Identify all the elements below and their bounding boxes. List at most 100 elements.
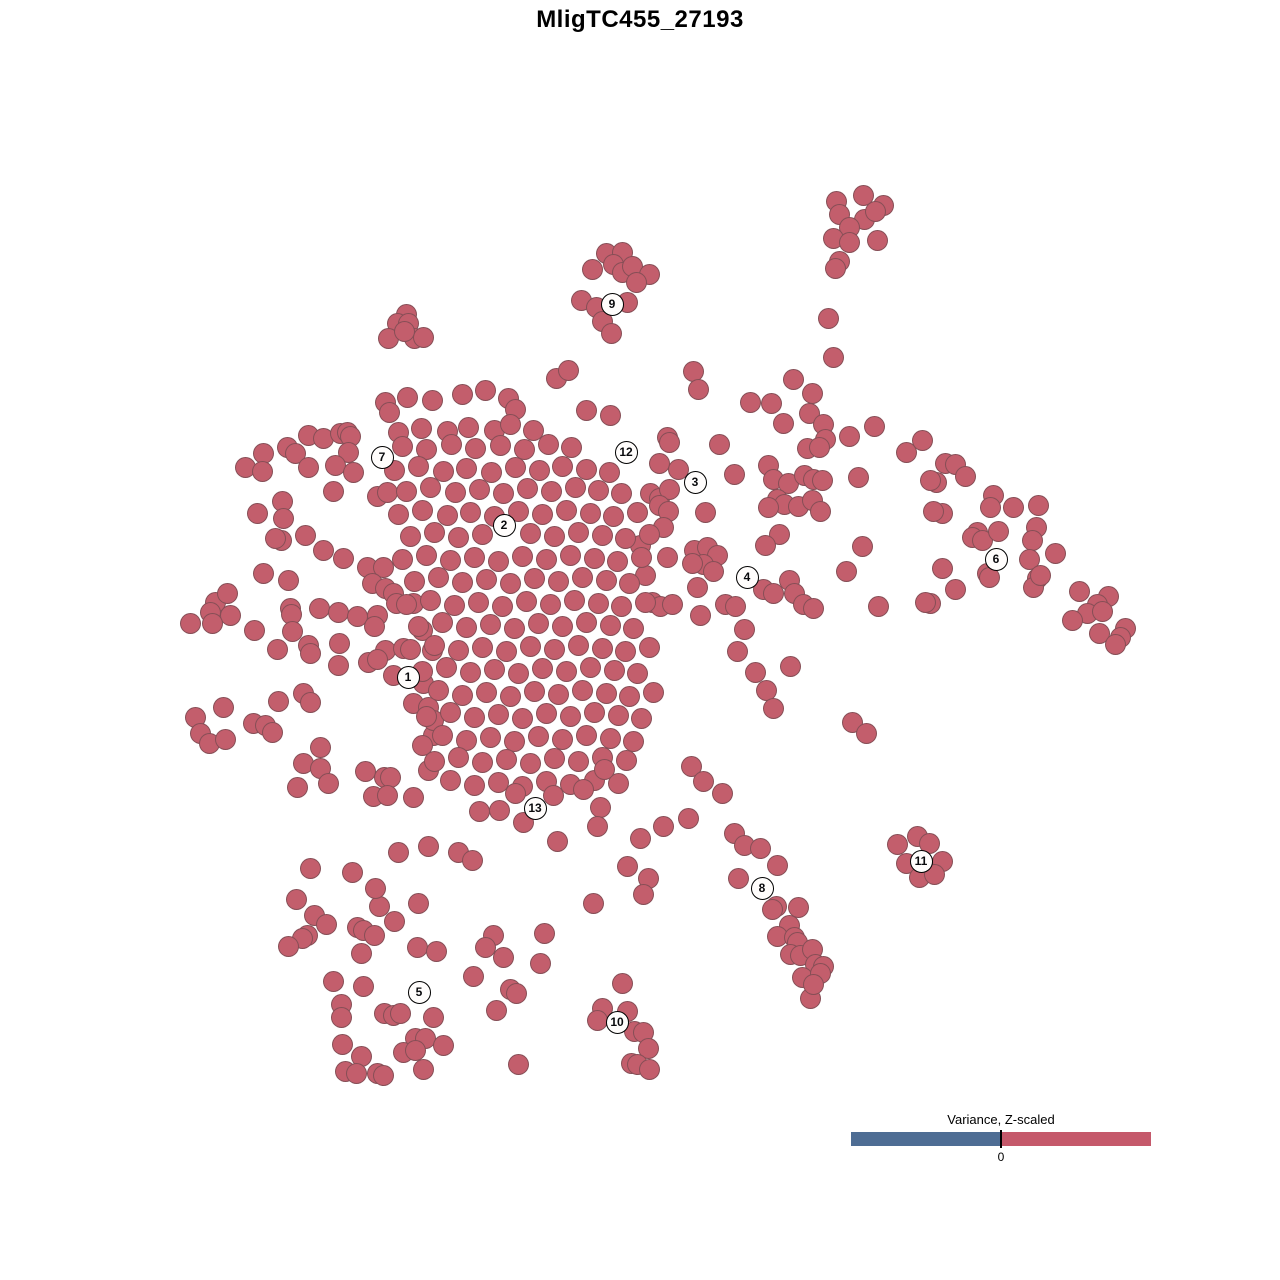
data-point xyxy=(542,784,564,806)
data-point xyxy=(427,566,449,588)
data-point xyxy=(555,499,577,521)
data-point xyxy=(404,1039,426,1061)
data-point xyxy=(399,638,421,660)
data-point xyxy=(637,1037,659,1059)
data-point xyxy=(535,548,557,570)
data-point xyxy=(515,590,537,612)
data-point xyxy=(838,231,860,253)
data-point xyxy=(447,526,469,548)
data-point xyxy=(407,892,429,914)
legend-colorbar-negative-segment xyxy=(851,1132,1001,1146)
data-point xyxy=(1027,494,1049,516)
data-point xyxy=(987,520,1009,542)
data-point xyxy=(475,568,497,590)
plot-title: MligTC455_27193 xyxy=(536,6,744,33)
data-point xyxy=(642,681,664,703)
data-point xyxy=(656,546,678,568)
data-point xyxy=(602,505,624,527)
data-point xyxy=(455,616,477,638)
data-point xyxy=(479,613,501,635)
data-point xyxy=(540,480,562,502)
data-point xyxy=(423,750,445,772)
legend-title: Variance, Z-scaled xyxy=(947,1112,1055,1127)
data-point xyxy=(439,701,461,723)
data-point xyxy=(944,578,966,600)
data-point xyxy=(499,572,521,594)
data-point xyxy=(855,722,877,744)
data-point xyxy=(407,615,429,637)
data-point xyxy=(432,460,454,482)
data-point xyxy=(1068,580,1090,602)
data-point xyxy=(579,656,601,678)
data-point xyxy=(761,898,783,920)
data-point xyxy=(389,1002,411,1024)
data-point xyxy=(599,614,621,636)
data-point xyxy=(919,469,941,491)
data-point xyxy=(387,841,409,863)
data-point xyxy=(587,479,609,501)
data-point xyxy=(513,438,535,460)
data-point xyxy=(317,772,339,794)
data-point xyxy=(564,476,586,498)
data-point xyxy=(419,476,441,498)
cluster-label-3: 3 xyxy=(683,470,707,494)
data-point xyxy=(372,556,394,578)
data-point xyxy=(299,642,321,664)
cluster-label-13: 13 xyxy=(523,796,547,820)
data-point xyxy=(586,815,608,837)
data-point xyxy=(391,548,413,570)
data-point xyxy=(586,1009,608,1031)
data-point xyxy=(483,658,505,680)
data-point xyxy=(261,721,283,743)
data-point xyxy=(391,435,413,457)
data-point xyxy=(308,597,330,619)
data-point xyxy=(341,861,363,883)
legend: Variance, Z-scaled 0 xyxy=(851,1112,1151,1164)
data-point xyxy=(523,680,545,702)
data-point xyxy=(504,782,526,804)
data-point xyxy=(851,535,873,557)
legend-colorbar xyxy=(851,1130,1151,1148)
data-point xyxy=(630,707,652,729)
data-point xyxy=(711,782,733,804)
data-point xyxy=(625,271,647,293)
data-point xyxy=(638,1058,660,1080)
data-point xyxy=(634,591,656,613)
data-point xyxy=(863,415,885,437)
data-point xyxy=(516,477,538,499)
data-point xyxy=(847,466,869,488)
data-point xyxy=(618,572,640,594)
data-point xyxy=(692,770,714,792)
data-point xyxy=(739,391,761,413)
data-point xyxy=(431,611,453,633)
data-point xyxy=(474,936,496,958)
data-point xyxy=(694,501,716,523)
data-point xyxy=(551,455,573,477)
data-point xyxy=(447,746,469,768)
data-point xyxy=(607,704,629,726)
data-point xyxy=(251,460,273,482)
data-point xyxy=(571,679,593,701)
data-point xyxy=(598,461,620,483)
data-point xyxy=(457,416,479,438)
data-point xyxy=(407,455,429,477)
data-point xyxy=(459,661,481,683)
data-point xyxy=(1091,600,1113,622)
data-point xyxy=(724,595,746,617)
data-point xyxy=(686,576,708,598)
data-point xyxy=(372,1064,394,1086)
data-point xyxy=(571,566,593,588)
data-point xyxy=(415,705,437,727)
data-point xyxy=(529,952,551,974)
data-point xyxy=(610,482,632,504)
data-point xyxy=(559,544,581,566)
data-point xyxy=(757,496,779,518)
data-point xyxy=(802,973,824,995)
data-point xyxy=(499,413,521,435)
data-point xyxy=(412,326,434,348)
data-point xyxy=(366,648,388,670)
cluster-label-11: 11 xyxy=(909,849,933,873)
data-point xyxy=(867,595,889,617)
data-point xyxy=(352,975,374,997)
